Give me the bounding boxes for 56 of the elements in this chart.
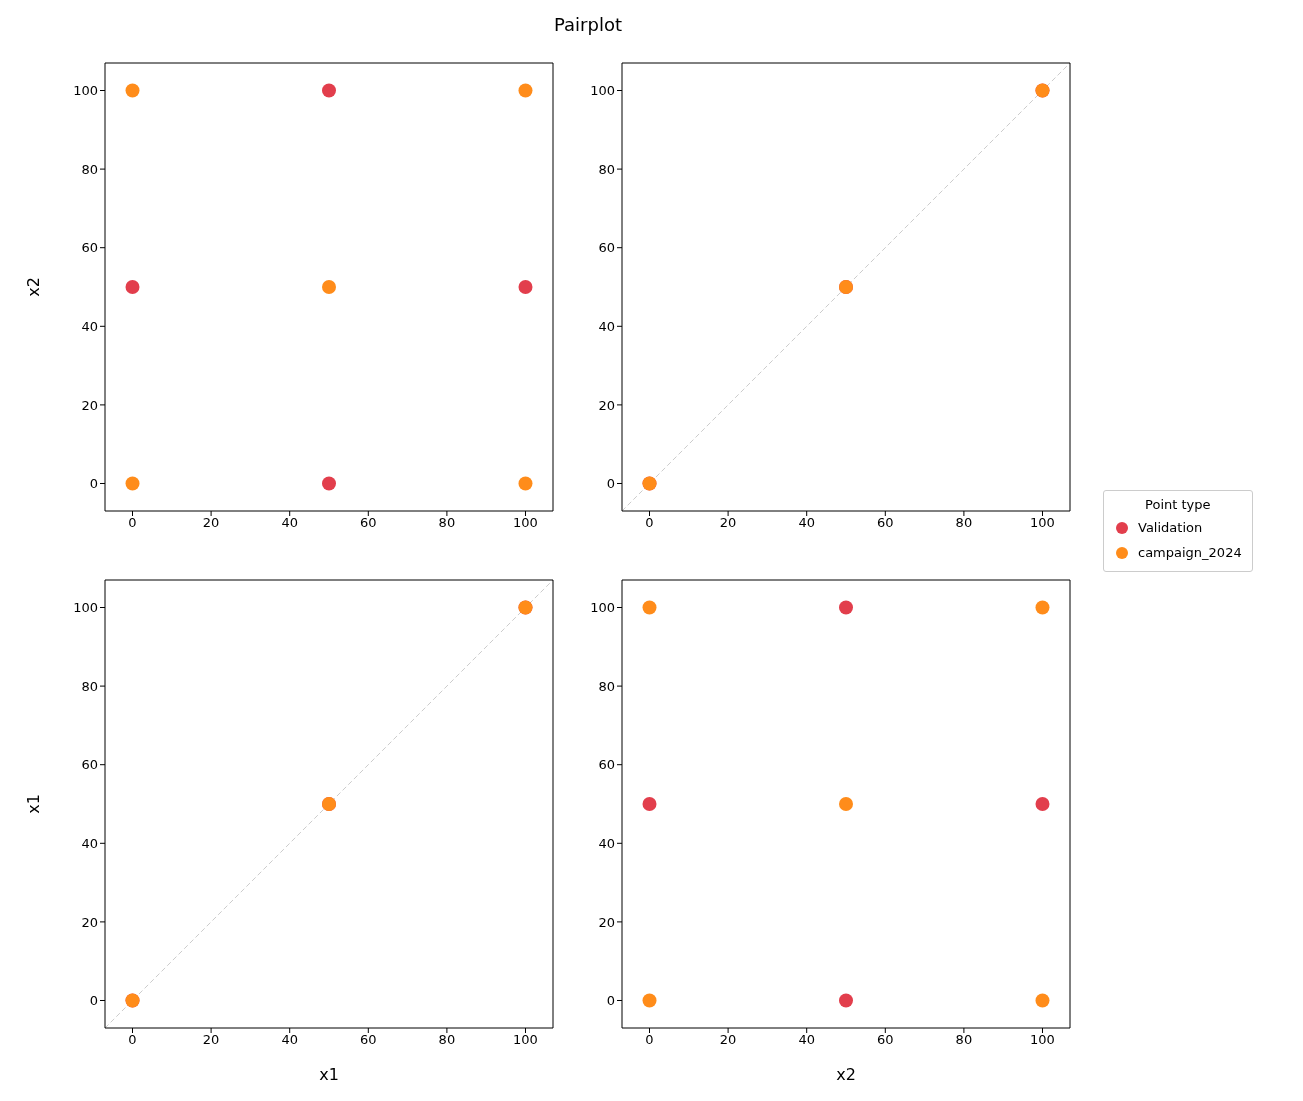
legend-title: Point type [1144, 497, 1212, 512]
x-tick-label: 0 [645, 1032, 654, 1048]
x-tick-label: 80 [438, 515, 456, 531]
x-tick-label: 60 [360, 1032, 377, 1048]
x-tick-label: 40 [798, 515, 815, 531]
x-tick-label: 80 [955, 1032, 973, 1048]
x-tick-label: 100 [513, 515, 538, 531]
x-tick-label: 40 [281, 1032, 298, 1048]
x-axis-title: x1 [319, 1065, 339, 1084]
y-tick-label: 0 [89, 476, 98, 492]
y-tick-label: 100 [73, 600, 98, 616]
y-tick-label: 20 [81, 397, 98, 413]
y-tick-label: 60 [598, 757, 615, 773]
y-tick-label: 80 [598, 161, 615, 177]
x-tick-label: 0 [128, 1032, 137, 1048]
y-tick-label: 20 [598, 397, 615, 413]
y-tick-label: 100 [590, 83, 615, 99]
x-tick-label: 100 [1030, 1032, 1055, 1048]
y-tick-label: 40 [598, 835, 615, 851]
y-tick-label: 0 [606, 476, 615, 492]
y-tick-label: 40 [81, 318, 98, 334]
y-tick-label: 100 [73, 83, 98, 99]
x-tick-label: 0 [645, 515, 654, 531]
y-tick-label: 40 [598, 318, 615, 334]
chart-title: Pairplot [553, 14, 623, 35]
x-tick-label: 100 [1030, 515, 1055, 531]
x-tick-label: 80 [438, 1032, 456, 1048]
y-tick-label: 20 [81, 914, 98, 930]
x-tick-label: 20 [202, 515, 220, 531]
x-tick-label: 60 [877, 1032, 894, 1048]
y-tick-label: 60 [598, 240, 615, 256]
y-tick-label: 60 [81, 240, 98, 256]
y-tick-label: 80 [81, 678, 98, 694]
y-tick-label: 40 [81, 835, 98, 851]
x-tick-label: 80 [955, 515, 973, 531]
y-tick-label: 80 [598, 678, 615, 694]
x-tick-label: 40 [798, 1032, 815, 1048]
y-tick-label: 100 [590, 600, 615, 616]
y-tick-label: 80 [81, 161, 98, 177]
legend-label: campaign_2024 [1138, 545, 1242, 560]
y-axis-title: x1 [23, 794, 43, 814]
x-tick-label: 60 [360, 515, 377, 531]
x-tick-label: 60 [877, 515, 894, 531]
x-tick-label: 20 [202, 1032, 220, 1048]
x-tick-label: 0 [128, 515, 137, 531]
y-tick-label: 60 [81, 757, 98, 773]
y-axis-title: x2 [23, 277, 43, 297]
x-axis-title: x2 [836, 1065, 856, 1084]
y-tick-label: 0 [606, 993, 615, 1009]
x-tick-label: 20 [719, 1032, 737, 1048]
y-tick-label: 20 [598, 914, 615, 930]
x-tick-label: 40 [281, 515, 298, 531]
y-tick-label: 0 [89, 993, 98, 1009]
x-tick-label: 20 [719, 515, 737, 531]
x-tick-label: 100 [513, 1032, 538, 1048]
legend-label: Validation [1138, 520, 1203, 535]
